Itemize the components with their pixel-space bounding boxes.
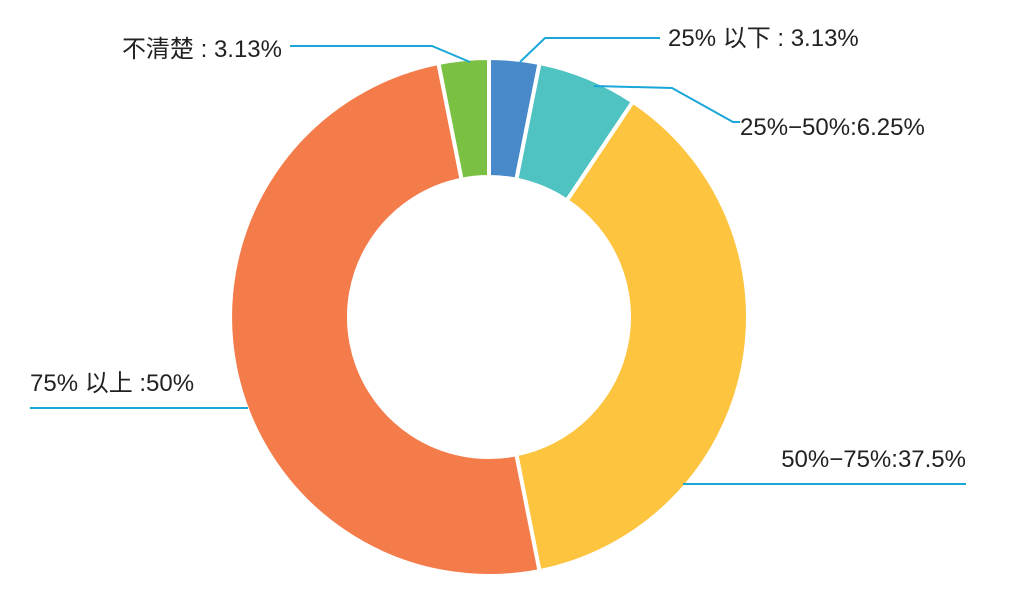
leader-line-1 bbox=[519, 37, 660, 63]
slice-label-4: 75% 以上 :50% bbox=[30, 370, 194, 397]
slice-label-1: 25% 以下 : 3.13% bbox=[668, 25, 859, 52]
donut-slice-4 bbox=[228, 60, 542, 578]
slice-label-3: 50%−75%:37.5% bbox=[781, 446, 966, 473]
slice-label-2: 25%−50%:6.25% bbox=[740, 114, 925, 141]
donut-slice-5 bbox=[436, 56, 491, 182]
slice-label-5: 不清楚 : 3.13% bbox=[122, 36, 282, 63]
donut-slice-3 bbox=[514, 99, 750, 574]
leader-line-5 bbox=[290, 45, 471, 63]
leader-line-2 bbox=[593, 85, 740, 123]
